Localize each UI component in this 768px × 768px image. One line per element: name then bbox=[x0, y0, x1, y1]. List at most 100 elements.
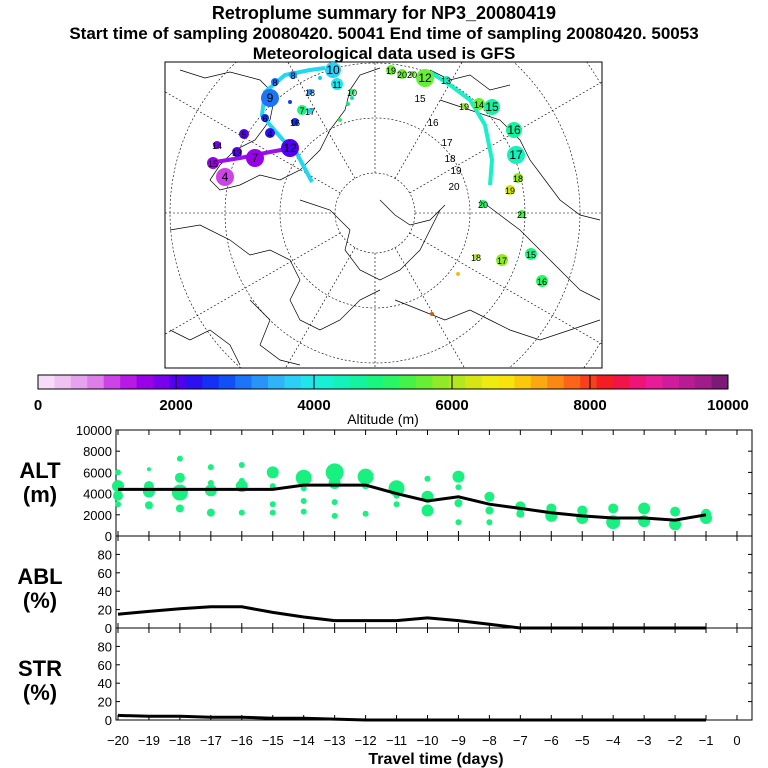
trajectory-day-label: 11 bbox=[332, 80, 341, 90]
trajectory-day-label: 7 bbox=[252, 151, 259, 165]
trajectory-day-label: 17 bbox=[509, 148, 523, 162]
trajectory-day-label: 6 bbox=[262, 114, 267, 124]
trajectory-point-small bbox=[350, 96, 354, 100]
y-tick-label: 0 bbox=[105, 713, 112, 728]
trajectory-point-small bbox=[288, 100, 292, 104]
colorbar-swatch bbox=[268, 375, 285, 389]
x-axis-title: Travel time (days) bbox=[368, 751, 503, 768]
x-tick-label: −18 bbox=[169, 733, 191, 748]
trajectory-day-label: 16 bbox=[290, 118, 300, 128]
trajectory-point-small bbox=[456, 272, 460, 276]
longitude-line bbox=[394, 247, 465, 368]
trajectory-point bbox=[265, 128, 275, 138]
x-tick-label: −19 bbox=[138, 733, 160, 748]
colorbar-swatch bbox=[284, 375, 302, 389]
trajectory-day-label: 17 bbox=[305, 107, 315, 117]
map-graticule bbox=[165, 62, 602, 368]
colorbar-swatch bbox=[87, 375, 105, 389]
altitude-cluster-point bbox=[485, 506, 494, 515]
colorbar-swatch bbox=[415, 375, 433, 389]
altitude-cluster-point bbox=[238, 477, 245, 484]
altitude-cluster-point bbox=[700, 511, 713, 524]
colorbar-swatch bbox=[432, 375, 450, 389]
altitude-cluster-point bbox=[207, 480, 214, 486]
trajectory-point-small bbox=[338, 118, 342, 122]
trajectory-day-label: 4 bbox=[222, 170, 229, 184]
trajectory-day-label: 21 bbox=[517, 210, 527, 220]
trajectory-point bbox=[409, 71, 415, 77]
trajectory-day-label: 5 bbox=[241, 130, 246, 140]
trajectory-point bbox=[216, 168, 234, 186]
longitude-line bbox=[285, 247, 356, 368]
x-tick-label: −3 bbox=[637, 733, 652, 748]
altitude-cluster-point bbox=[638, 502, 651, 515]
trajectory-day-label: 13 bbox=[232, 148, 242, 158]
colorbar-swatch bbox=[300, 375, 318, 389]
altitude-cluster-point bbox=[269, 501, 276, 508]
trajectory-point bbox=[461, 103, 467, 109]
x-tick-label: −10 bbox=[416, 733, 438, 748]
colorbar-swatch bbox=[136, 375, 154, 389]
panel-frame bbox=[115, 535, 753, 629]
trajectory-point bbox=[291, 118, 299, 126]
x-tick-label: −17 bbox=[200, 733, 222, 748]
colorbar-swatch bbox=[448, 375, 466, 389]
colorbar-swatch bbox=[399, 375, 417, 389]
altitude-cluster-point bbox=[357, 468, 374, 485]
colorbar-swatch bbox=[202, 375, 220, 389]
colorbar-swatch bbox=[547, 375, 565, 389]
trajectory-point bbox=[479, 200, 487, 208]
altitude-cluster-point bbox=[300, 508, 307, 515]
altitude-cluster-point bbox=[175, 504, 184, 513]
x-tick-label: −15 bbox=[262, 733, 284, 748]
altitude-cluster-point bbox=[176, 455, 183, 462]
colorbar-tick-label: 0 bbox=[34, 397, 42, 414]
y-tick-label: 8000 bbox=[83, 444, 112, 459]
trajectory-point bbox=[349, 89, 355, 95]
altitude-cluster-point bbox=[331, 499, 338, 506]
y-tick-label: 80 bbox=[98, 639, 112, 654]
altitude-cluster-point bbox=[144, 501, 153, 510]
trajectory-day-label: 15 bbox=[485, 100, 499, 114]
altitude-cluster-point bbox=[174, 472, 185, 483]
trajectory-day-label: 13 bbox=[441, 76, 451, 86]
colorbar-swatch bbox=[711, 375, 729, 389]
trajectory-day-label: 15 bbox=[414, 94, 426, 105]
trajectory-day-label: 19 bbox=[450, 166, 462, 177]
trajectory-day-label: 15 bbox=[526, 250, 536, 260]
trajectory-point bbox=[213, 141, 221, 149]
longitude-line bbox=[409, 81, 602, 194]
altitude-cluster-point bbox=[484, 491, 495, 502]
colorbar-swatch bbox=[366, 375, 384, 389]
colorbar-tick-label: 10000 bbox=[707, 397, 749, 414]
trajectory-point bbox=[331, 78, 343, 90]
trajectory-day-label: 17 bbox=[441, 138, 453, 149]
altitude-cluster-point bbox=[238, 461, 245, 468]
series-line-abl bbox=[117, 605, 706, 630]
x-tick-label: −2 bbox=[668, 733, 683, 748]
colorbar-swatch bbox=[695, 375, 712, 389]
trajectory-point bbox=[416, 69, 434, 87]
colorbar-swatch bbox=[530, 375, 548, 389]
colorbar-swatch bbox=[645, 375, 663, 389]
trajectory-day-label: 20 bbox=[478, 200, 488, 210]
colorbar-swatch bbox=[662, 375, 680, 389]
colorbar-swatch bbox=[596, 375, 614, 389]
colorbar-swatch bbox=[251, 375, 269, 389]
sampling-time-line: Start time of sampling 20080420. 50041 E… bbox=[69, 24, 699, 43]
trajectory-point bbox=[307, 89, 313, 95]
trajectory-point bbox=[246, 149, 264, 167]
trajectory-point bbox=[232, 147, 242, 157]
series-line-alt bbox=[118, 483, 707, 522]
panel-label: STR bbox=[18, 656, 62, 681]
trajectory-point bbox=[506, 122, 522, 138]
altitude-cluster-point bbox=[238, 509, 245, 516]
trajectory-day-label: 19 bbox=[386, 66, 396, 76]
colorbar-swatch bbox=[580, 375, 597, 389]
altitude-cluster-point bbox=[421, 504, 434, 517]
colorbar-tick-label: 8000 bbox=[573, 397, 606, 414]
x-tick-label: −8 bbox=[482, 733, 497, 748]
colorbar-swatch bbox=[103, 375, 121, 389]
